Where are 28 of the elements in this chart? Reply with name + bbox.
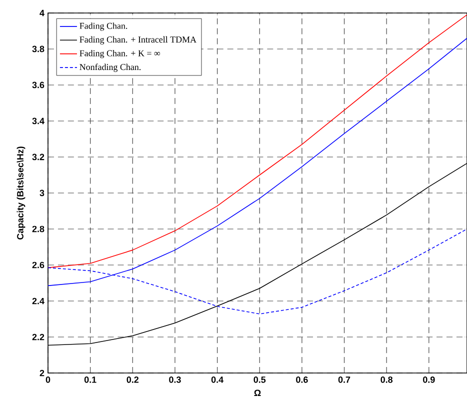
x-axis-title: Ω	[254, 390, 261, 396]
y-tick-label: 4	[40, 10, 44, 16]
y-tick-label: 2.8	[32, 226, 44, 232]
x-tick-label: 0.5	[254, 376, 266, 383]
legend-label: Fading Chan. + Intracell TDMA	[80, 36, 196, 44]
legend-label: Nonfading Chan.	[80, 64, 141, 72]
x-tick-label: 0.1	[84, 376, 96, 383]
x-tick-label: 0.2	[126, 376, 139, 383]
legend-label: Fading Chan.	[80, 22, 128, 31]
y-tick-label: 3	[40, 190, 44, 196]
y-axis-title: Capacity (Bits\sec\Hz)	[16, 146, 26, 240]
x-tick-label: 0	[46, 376, 50, 383]
y-tick-label: 2.6	[32, 262, 44, 268]
y-tick-label: 2	[40, 370, 44, 376]
y-tick-label: 2.4	[32, 298, 44, 304]
y-tick-label: 3.2	[32, 154, 44, 160]
x-tick-label: 0.3	[169, 376, 181, 383]
x-tick-label: 0.6	[296, 376, 308, 383]
legend-label: Fading Chan. + K = ∞	[80, 50, 160, 58]
line-series	[48, 14, 467, 268]
y-tick-label: 3.6	[32, 82, 44, 88]
x-tick-label: 0.4	[211, 376, 224, 383]
y-tick-label: 3.4	[32, 118, 44, 124]
x-tick-label: 0.7	[338, 376, 350, 383]
y-tick-label: 2.2	[32, 334, 44, 340]
y-tick-label: 3.8	[32, 46, 44, 52]
x-tick-label: 0.9	[423, 376, 435, 383]
x-tick-label: 0.8	[380, 376, 393, 383]
